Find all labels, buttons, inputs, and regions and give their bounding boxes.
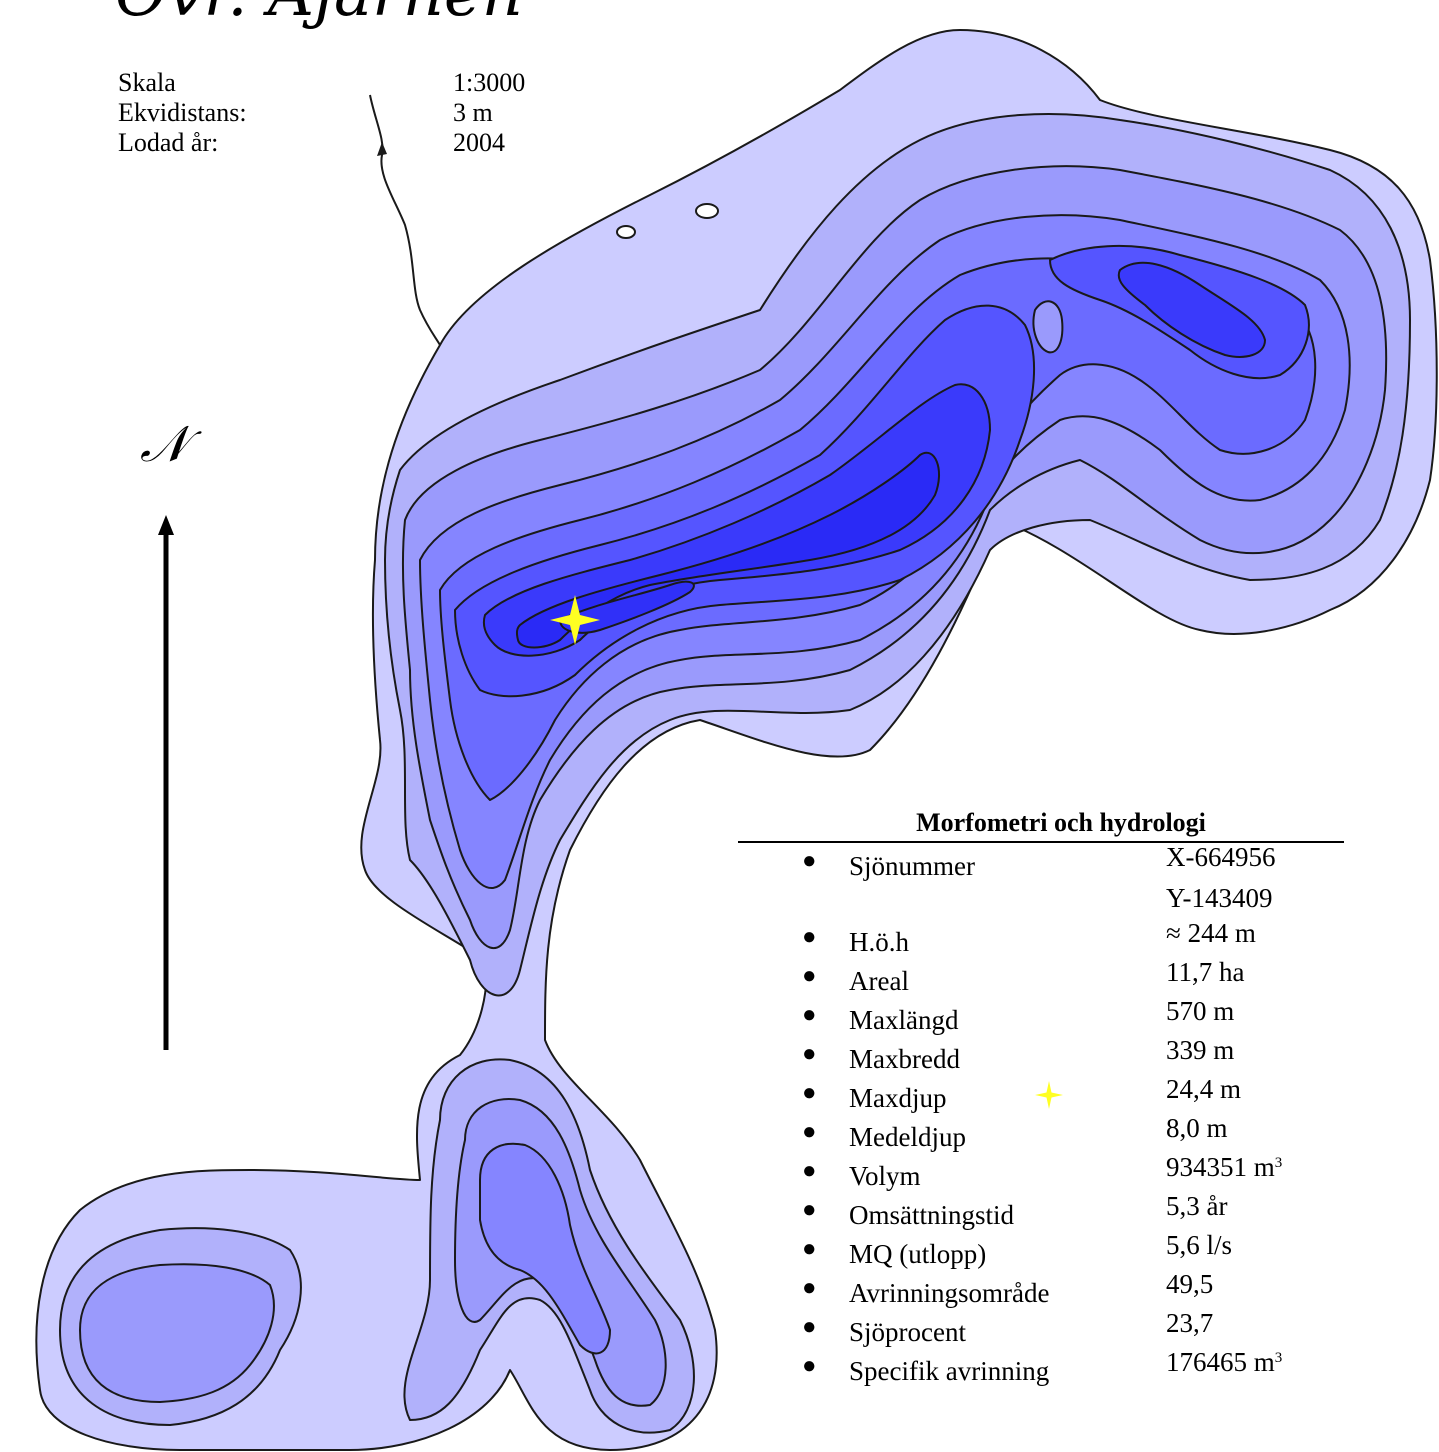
item-label: Maxlängd (849, 1005, 959, 1035)
morphometry-list: ● Sjönummer X-664956 Y-143409 ● H.ö.h ≈ … (738, 842, 1344, 1389)
morphometry-panel: Morfometri och hydrologi ● Sjönummer X-6… (738, 806, 1344, 1389)
panel-title: Morfometri och hydrologi (738, 806, 1344, 843)
item-label: Maxbredd (849, 1044, 960, 1074)
info-value: 3 m (453, 98, 493, 127)
bullet-icon: ● (802, 1353, 817, 1379)
item-label: Volym (849, 1161, 921, 1191)
contour-level-6-ne (1117, 261, 1266, 358)
list-item: ● Medeldjup 8,0 m (738, 1113, 1344, 1155)
list-item: ● Sjöprocent 23,7 (738, 1308, 1344, 1350)
item-value: ≈ 244 m (1166, 918, 1256, 948)
list-item: ● MQ (utlopp) 5,6 l/s (738, 1230, 1344, 1272)
item-value: 570 m (1166, 996, 1235, 1026)
item-value: X-664956 (1166, 842, 1276, 872)
info-row-contour-interval: Ekvidistans: 3 m (118, 98, 578, 128)
item-value: 24,4 m (1166, 1074, 1242, 1104)
list-item: ● Maxdjup 24,4 m (738, 1074, 1344, 1116)
inflow-arrow-icon (377, 142, 387, 156)
list-item: ● Volym 934351 m3 (738, 1152, 1344, 1194)
item-label: Areal (849, 966, 909, 996)
list-item: ● Avrinningsområde 49,5 (738, 1269, 1344, 1311)
unit-exponent: 3 (1274, 1155, 1283, 1171)
info-row-survey-year: Lodad år: 2004 (118, 128, 578, 158)
bullet-icon: ● (802, 924, 817, 950)
bullet-icon: ● (802, 848, 817, 874)
item-label: Maxdjup (849, 1083, 947, 1113)
info-row-scale: Skala 1:3000 (118, 68, 578, 98)
item-label: Avrinningsområde (849, 1278, 1050, 1308)
bullet-icon: ● (802, 1236, 817, 1262)
info-value: 2004 (453, 128, 505, 157)
item-value: 176465 m3 (1166, 1346, 1282, 1378)
north-arrow-icon (158, 515, 174, 1050)
bullet-icon: ● (802, 963, 817, 989)
bullet-icon: ● (802, 1041, 817, 1067)
list-item: ● Omsättningstid 5,3 år (738, 1191, 1344, 1233)
list-item: ● Specifik avrinning 176465 m3 (738, 1347, 1344, 1389)
info-label: Skala (118, 68, 176, 97)
item-value: 49,5 (1166, 1269, 1214, 1299)
contour-level-2-west (79, 1263, 275, 1403)
item-label: H.ö.h (849, 927, 909, 957)
north-label: 𝒩 (140, 415, 188, 473)
item-value-text: 176465 m (1166, 1347, 1275, 1377)
island-shoal (1032, 300, 1064, 354)
info-value: 1:3000 (453, 68, 526, 97)
item-value: 5,3 år (1166, 1191, 1228, 1221)
list-item: ● Maxlängd 570 m (738, 996, 1344, 1038)
list-item: ● H.ö.h ≈ 244 m (738, 918, 1344, 960)
bullet-icon: ● (802, 1080, 817, 1106)
info-label: Ekvidistans: (118, 98, 247, 127)
item-label: Sjöprocent (849, 1317, 966, 1347)
map-info: Skala 1:3000 Ekvidistans: 3 m Lodad år: … (118, 68, 578, 158)
item-value-text: 934351 m (1166, 1152, 1275, 1182)
list-item: ● Sjönummer X-664956 (738, 842, 1344, 884)
item-value: 5,6 l/s (1166, 1230, 1233, 1260)
item-value: 934351 m3 (1166, 1151, 1282, 1183)
item-value: 11,7 ha (1166, 957, 1245, 987)
bullet-icon: ● (802, 1197, 817, 1223)
island-icon (695, 203, 719, 219)
item-label: Specifik avrinning (849, 1356, 1050, 1386)
item-label: Medeldjup (849, 1122, 966, 1152)
bullet-icon: ● (802, 1314, 817, 1340)
item-value: Y-143409 (1166, 883, 1273, 913)
list-item: ● Areal 11,7 ha (738, 957, 1344, 999)
item-value: 339 m (1166, 1035, 1235, 1065)
map-title: Övr. Ajärnen (115, 0, 523, 26)
bullet-icon: ● (802, 1119, 817, 1145)
item-label: MQ (utlopp) (849, 1239, 987, 1269)
list-item: Y-143409 (738, 883, 1344, 921)
bullet-icon: ● (802, 1002, 817, 1028)
item-value: 23,7 (1166, 1308, 1214, 1338)
item-label: Omsättningstid (849, 1200, 1015, 1230)
contour-level-3-south (479, 1142, 611, 1355)
info-label: Lodad år: (118, 128, 219, 157)
item-value: 8,0 m (1166, 1113, 1228, 1143)
island-icon (616, 225, 636, 239)
list-item: ● Maxbredd 339 m (738, 1035, 1344, 1077)
item-label: Sjönummer (849, 851, 975, 881)
bullet-icon: ● (802, 1158, 817, 1184)
bullet-icon: ● (802, 1275, 817, 1301)
max-depth-star-icon (1035, 1081, 1063, 1109)
contour-deepest (515, 451, 940, 649)
max-depth-star-icon (550, 595, 600, 645)
unit-exponent: 3 (1274, 1350, 1283, 1366)
